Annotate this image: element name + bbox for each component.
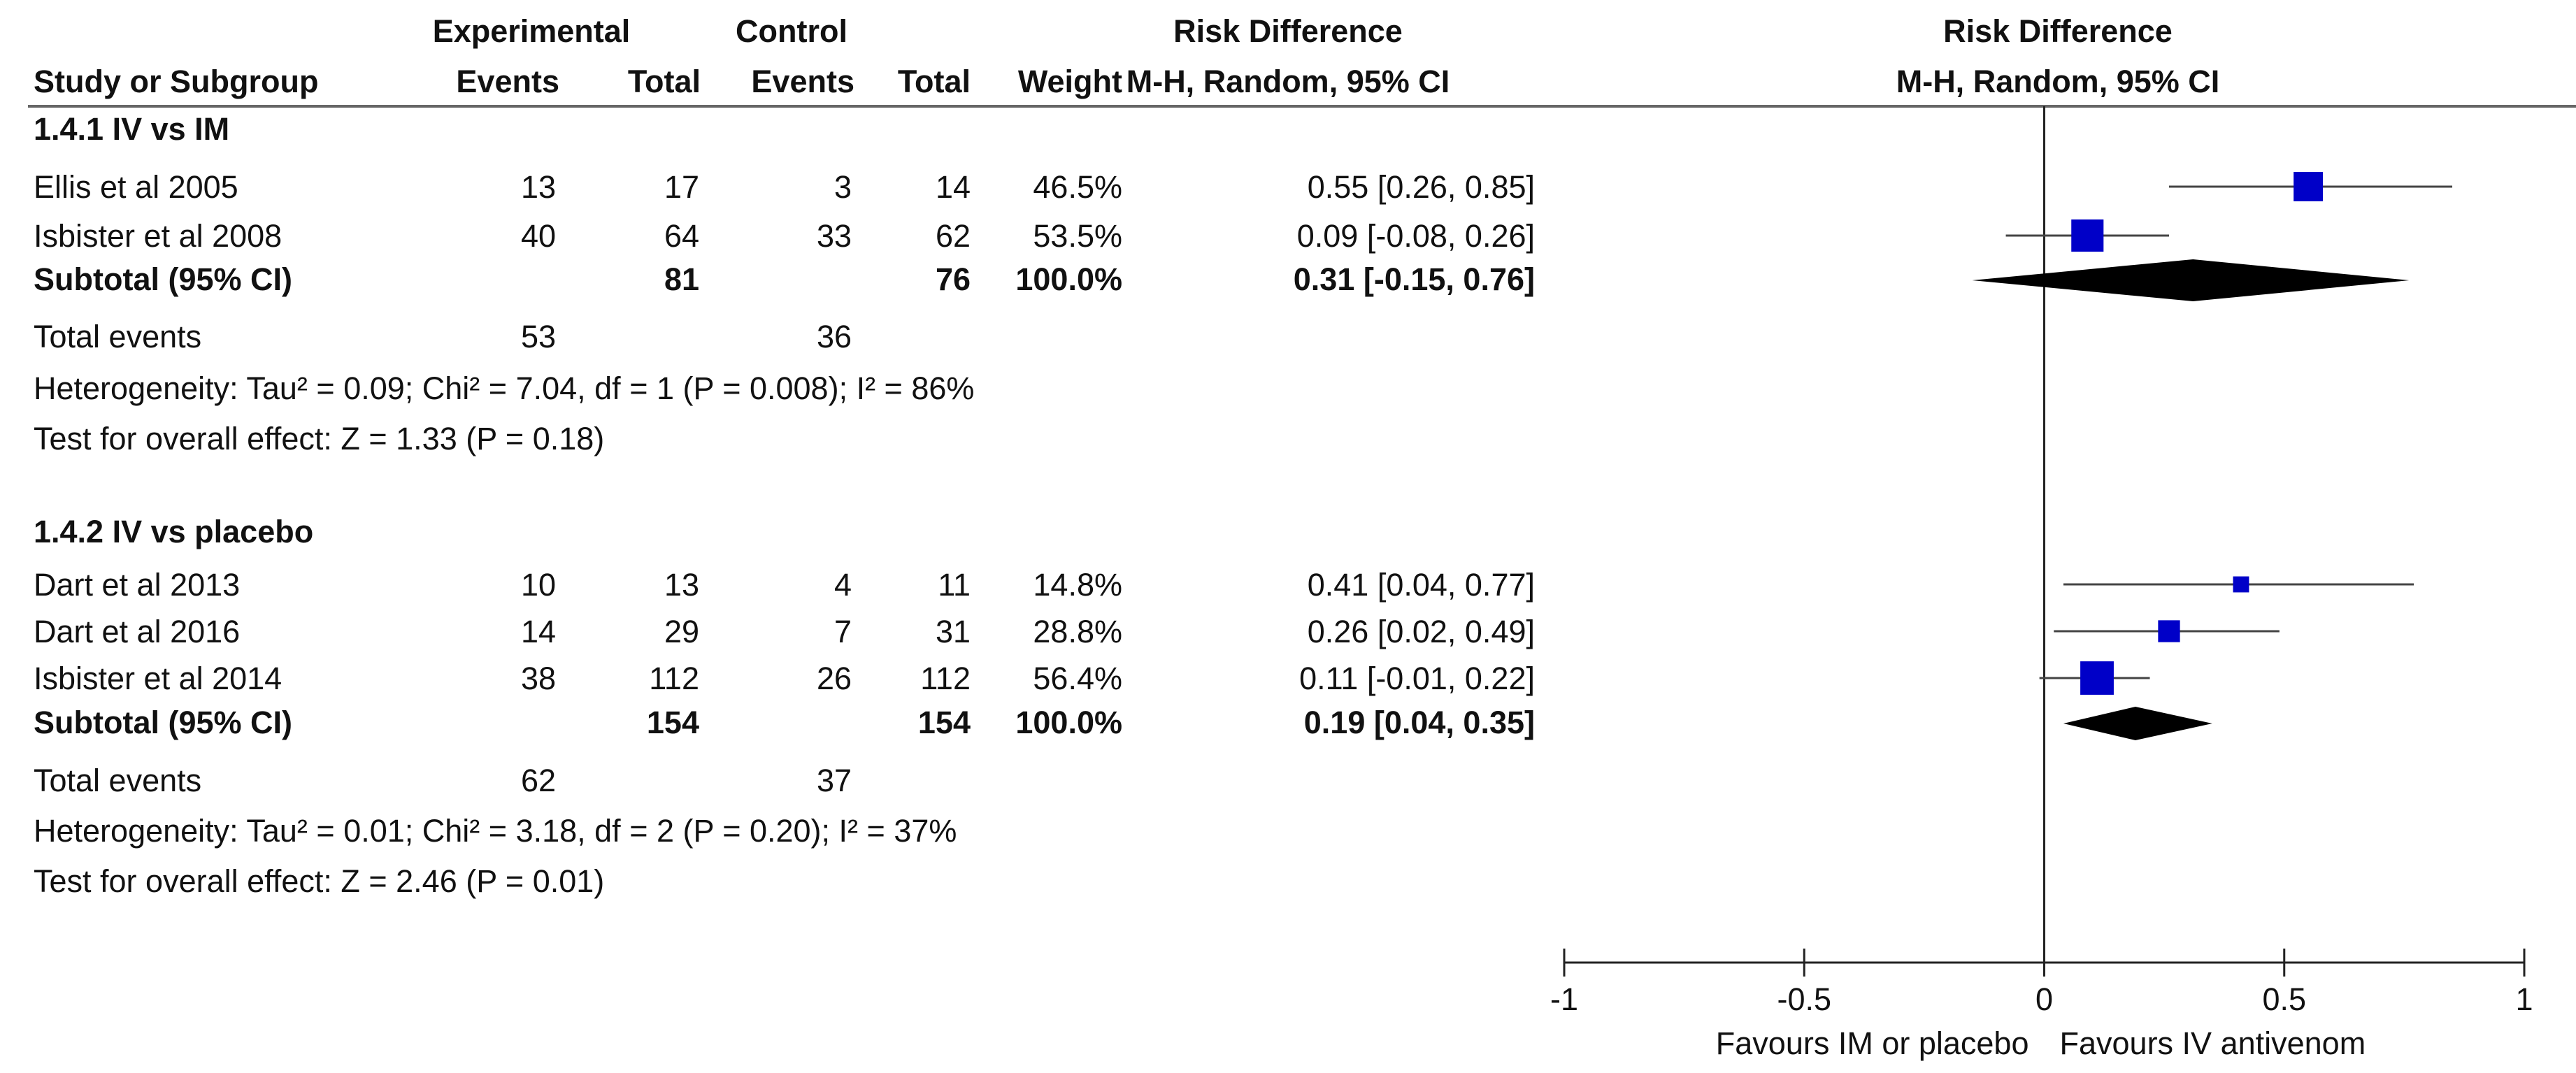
study-name: Isbister et al 2008 (34, 218, 282, 254)
point-estimate-square (2071, 219, 2104, 252)
total-events-row: Total events 53 36 (34, 319, 852, 354)
exp-subtotal: 81 (664, 261, 699, 297)
forest-marks: -1 -0.5 0 0.5 1 Favours IM or placebo Favours … (1550, 106, 2533, 1061)
exp-events: 40 (521, 218, 556, 254)
exp-total-events: 53 (521, 319, 556, 354)
exp-total: 29 (664, 614, 699, 649)
x-tick-label: 0 (2035, 981, 2053, 1017)
overall-effect-text: Test for overall effect: Z = 1.33 (P = 0… (34, 421, 604, 456)
weight-value: 28.8% (1033, 614, 1122, 649)
weight-value: 53.5% (1033, 218, 1122, 254)
study-name: Dart et al 2016 (34, 614, 240, 649)
ci-text: 0.41 [0.04, 0.77] (1308, 567, 1535, 603)
total-events-label: Total events (34, 763, 201, 798)
exp-total-events: 62 (521, 763, 556, 798)
subtotal-diamond (2063, 707, 2212, 740)
ctl-total: 62 (936, 218, 971, 254)
weight-value: 46.5% (1033, 169, 1122, 205)
study-row: Ellis et al 2005 13 17 3 14 46.5% 0.55 [… (34, 169, 1535, 205)
point-estimate-square (2294, 172, 2324, 201)
ci-text: 0.11 [-0.01, 0.22] (1299, 661, 1535, 696)
subtotal-ci-text: 0.31 [-0.15, 0.76] (1294, 261, 1535, 297)
heterogeneity-text: Heterogeneity: Tau² = 0.09; Chi² = 7.04,… (34, 370, 974, 406)
ci-text: 0.09 [-0.08, 0.26] (1297, 218, 1535, 254)
weight-value: 14.8% (1033, 567, 1122, 603)
subtotal-ci-text: 0.19 [0.04, 0.35] (1304, 705, 1535, 740)
study-row: Isbister et al 2008 40 64 33 62 53.5% 0.… (34, 218, 1535, 254)
ci-text: 0.26 [0.02, 0.49] (1308, 614, 1535, 649)
exp-events: 13 (521, 169, 556, 205)
ctl-events: 7 (834, 614, 852, 649)
ctl-total-events: 37 (817, 763, 852, 798)
total-events-row: Total events 62 37 (34, 763, 852, 798)
point-estimate-square (2158, 620, 2180, 642)
study-name: Isbister et al 2014 (34, 661, 282, 696)
ctl-total: 112 (920, 661, 971, 696)
ctl-events: 3 (834, 169, 852, 205)
subgroup-label: 1.4.1 IV vs IM (34, 111, 229, 147)
study-row: Isbister et al 2014 38 112 26 112 56.4% … (34, 661, 1535, 696)
heterogeneity-text: Heterogeneity: Tau² = 0.01; Chi² = 3.18,… (34, 813, 957, 849)
exp-total: 13 (664, 567, 699, 603)
table-header: Experimental Control Risk Difference Ris… (34, 13, 2219, 99)
rd-plot-method: M-H, Random, 95% CI (1896, 64, 2220, 99)
x-tick-label: 0.5 (2262, 981, 2306, 1017)
subtotal-label: Subtotal (95% CI) (34, 261, 292, 297)
subgroup-2: 1.4.2 IV vs placebo Dart et al 2013 10 1… (34, 514, 1535, 899)
rd-plot-title: Risk Difference (1943, 13, 2173, 49)
ctl-events: 26 (817, 661, 852, 696)
exp-total: 64 (664, 218, 699, 254)
subtotal-row: Subtotal (95% CI) 81 76 100.0% 0.31 [-0.… (34, 261, 1535, 297)
x-tick-label: 1 (2515, 981, 2533, 1017)
ctl-events: 4 (834, 567, 852, 603)
ctl-total-header: Total (898, 64, 971, 99)
exp-subtotal: 154 (647, 705, 699, 740)
ctl-total-events: 36 (817, 319, 852, 354)
study-row: Dart et al 2013 10 13 4 11 14.8% 0.41 [0… (34, 567, 1535, 603)
exp-events: 10 (521, 567, 556, 603)
exp-events: 38 (521, 661, 556, 696)
point-estimate-square (2233, 576, 2249, 593)
study-name: Ellis et al 2005 (34, 169, 238, 205)
control-header: Control (736, 13, 847, 49)
rd-table-title: Risk Difference (1173, 13, 1403, 49)
ctl-total: 11 (938, 567, 971, 603)
subtotal-diamond (1972, 259, 2410, 301)
favours-left-label: Favours IM or placebo (1716, 1025, 2029, 1061)
subtotal-weight: 100.0% (1015, 705, 1122, 740)
rd-table-method: M-H, Random, 95% CI (1126, 64, 1450, 99)
ctl-total: 31 (936, 614, 971, 649)
subtotal-weight: 100.0% (1015, 261, 1122, 297)
exp-total: 17 (664, 169, 699, 205)
ctl-subtotal: 154 (918, 705, 971, 740)
overall-effect-text: Test for overall effect: Z = 2.46 (P = 0… (34, 863, 604, 899)
ctl-subtotal: 76 (936, 261, 971, 297)
ctl-events-header: Events (751, 64, 854, 99)
subgroup-1: 1.4.1 IV vs IM Ellis et al 2005 13 17 3 … (34, 111, 1535, 456)
subgroup-label: 1.4.2 IV vs placebo (34, 514, 313, 549)
favours-right-label: Favours IV antivenom (2060, 1025, 2366, 1061)
ctl-total: 14 (936, 169, 971, 205)
x-tick-label: -1 (1550, 981, 1578, 1017)
ci-text: 0.55 [0.26, 0.85] (1308, 169, 1535, 205)
experimental-header: Experimental (433, 13, 631, 49)
exp-events-header: Events (456, 64, 559, 99)
subtotal-row: Subtotal (95% CI) 154 154 100.0% 0.19 [0… (34, 705, 1535, 740)
x-tick-label: -0.5 (1777, 981, 1831, 1017)
subtotal-label: Subtotal (95% CI) (34, 705, 292, 740)
exp-total-header: Total (628, 64, 701, 99)
point-estimate-square (2080, 661, 2114, 695)
ctl-events: 33 (817, 218, 852, 254)
study-name: Dart et al 2013 (34, 567, 240, 603)
exp-total: 112 (649, 661, 699, 696)
weight-value: 56.4% (1033, 661, 1122, 696)
exp-events: 14 (521, 614, 556, 649)
total-events-label: Total events (34, 319, 201, 354)
weight-header: Weight (1018, 64, 1122, 99)
study-column-header: Study or Subgroup (34, 64, 318, 99)
study-row: Dart et al 2016 14 29 7 31 28.8% 0.26 [0… (34, 614, 1535, 649)
